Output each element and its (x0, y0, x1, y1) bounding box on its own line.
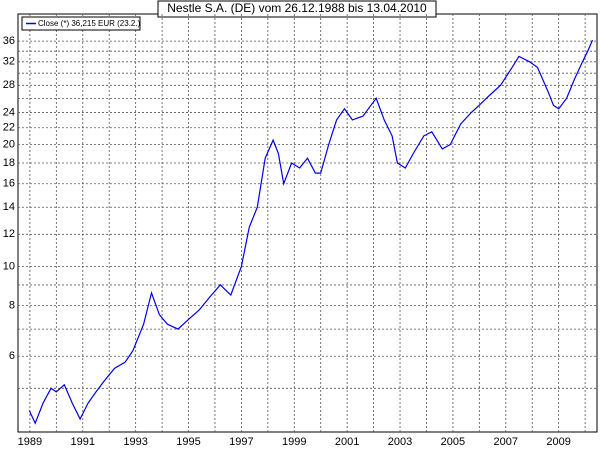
x-tick-label: 1999 (282, 436, 306, 448)
y-tick-label: 6 (9, 350, 15, 362)
plot-frame (17, 13, 598, 433)
x-tick-label: 1993 (123, 436, 147, 448)
y-tick-label: 24 (3, 106, 15, 118)
chart-title: Nestle S.A. (DE) vom 26.12.1988 bis 13.0… (167, 1, 427, 15)
x-tick-label: 2003 (388, 436, 412, 448)
y-tick-label: 18 (3, 157, 15, 169)
plot: 6 8 10 12 14 16 18 20 22 24 28 32 36 1989 1991 1993 1995… (3, 14, 597, 448)
y-tick-label: 20 (3, 138, 15, 150)
y-tick-label: 8 (9, 300, 15, 312)
x-tick-label: 1989 (18, 436, 42, 448)
y-tick-label: 22 (3, 122, 15, 134)
title-box (157, 0, 437, 18)
price-line (28, 39, 594, 425)
x-tick-label: 1997 (229, 436, 253, 448)
y-tick-label: 14 (3, 201, 15, 213)
y-tick-label: 12 (3, 228, 15, 240)
y-tick-label: 28 (3, 79, 15, 91)
x-tick-label: 2009 (546, 436, 570, 448)
x-tick-label: 2005 (441, 436, 465, 448)
x-tick-label: 2001 (335, 436, 359, 448)
x-tick-label: 1991 (71, 436, 95, 448)
legend-box (21, 16, 141, 31)
y-tick-label: 16 (3, 178, 15, 190)
y-tick-label: 36 (3, 35, 15, 47)
legend-label: Close (*) 36,215 EUR (23.2.) (38, 19, 141, 28)
y-tick-label: 32 (3, 56, 15, 68)
y-tick-label: 10 (3, 260, 15, 272)
x-tick-label: 2007 (494, 436, 518, 448)
x-tick-label: 1995 (176, 436, 200, 448)
